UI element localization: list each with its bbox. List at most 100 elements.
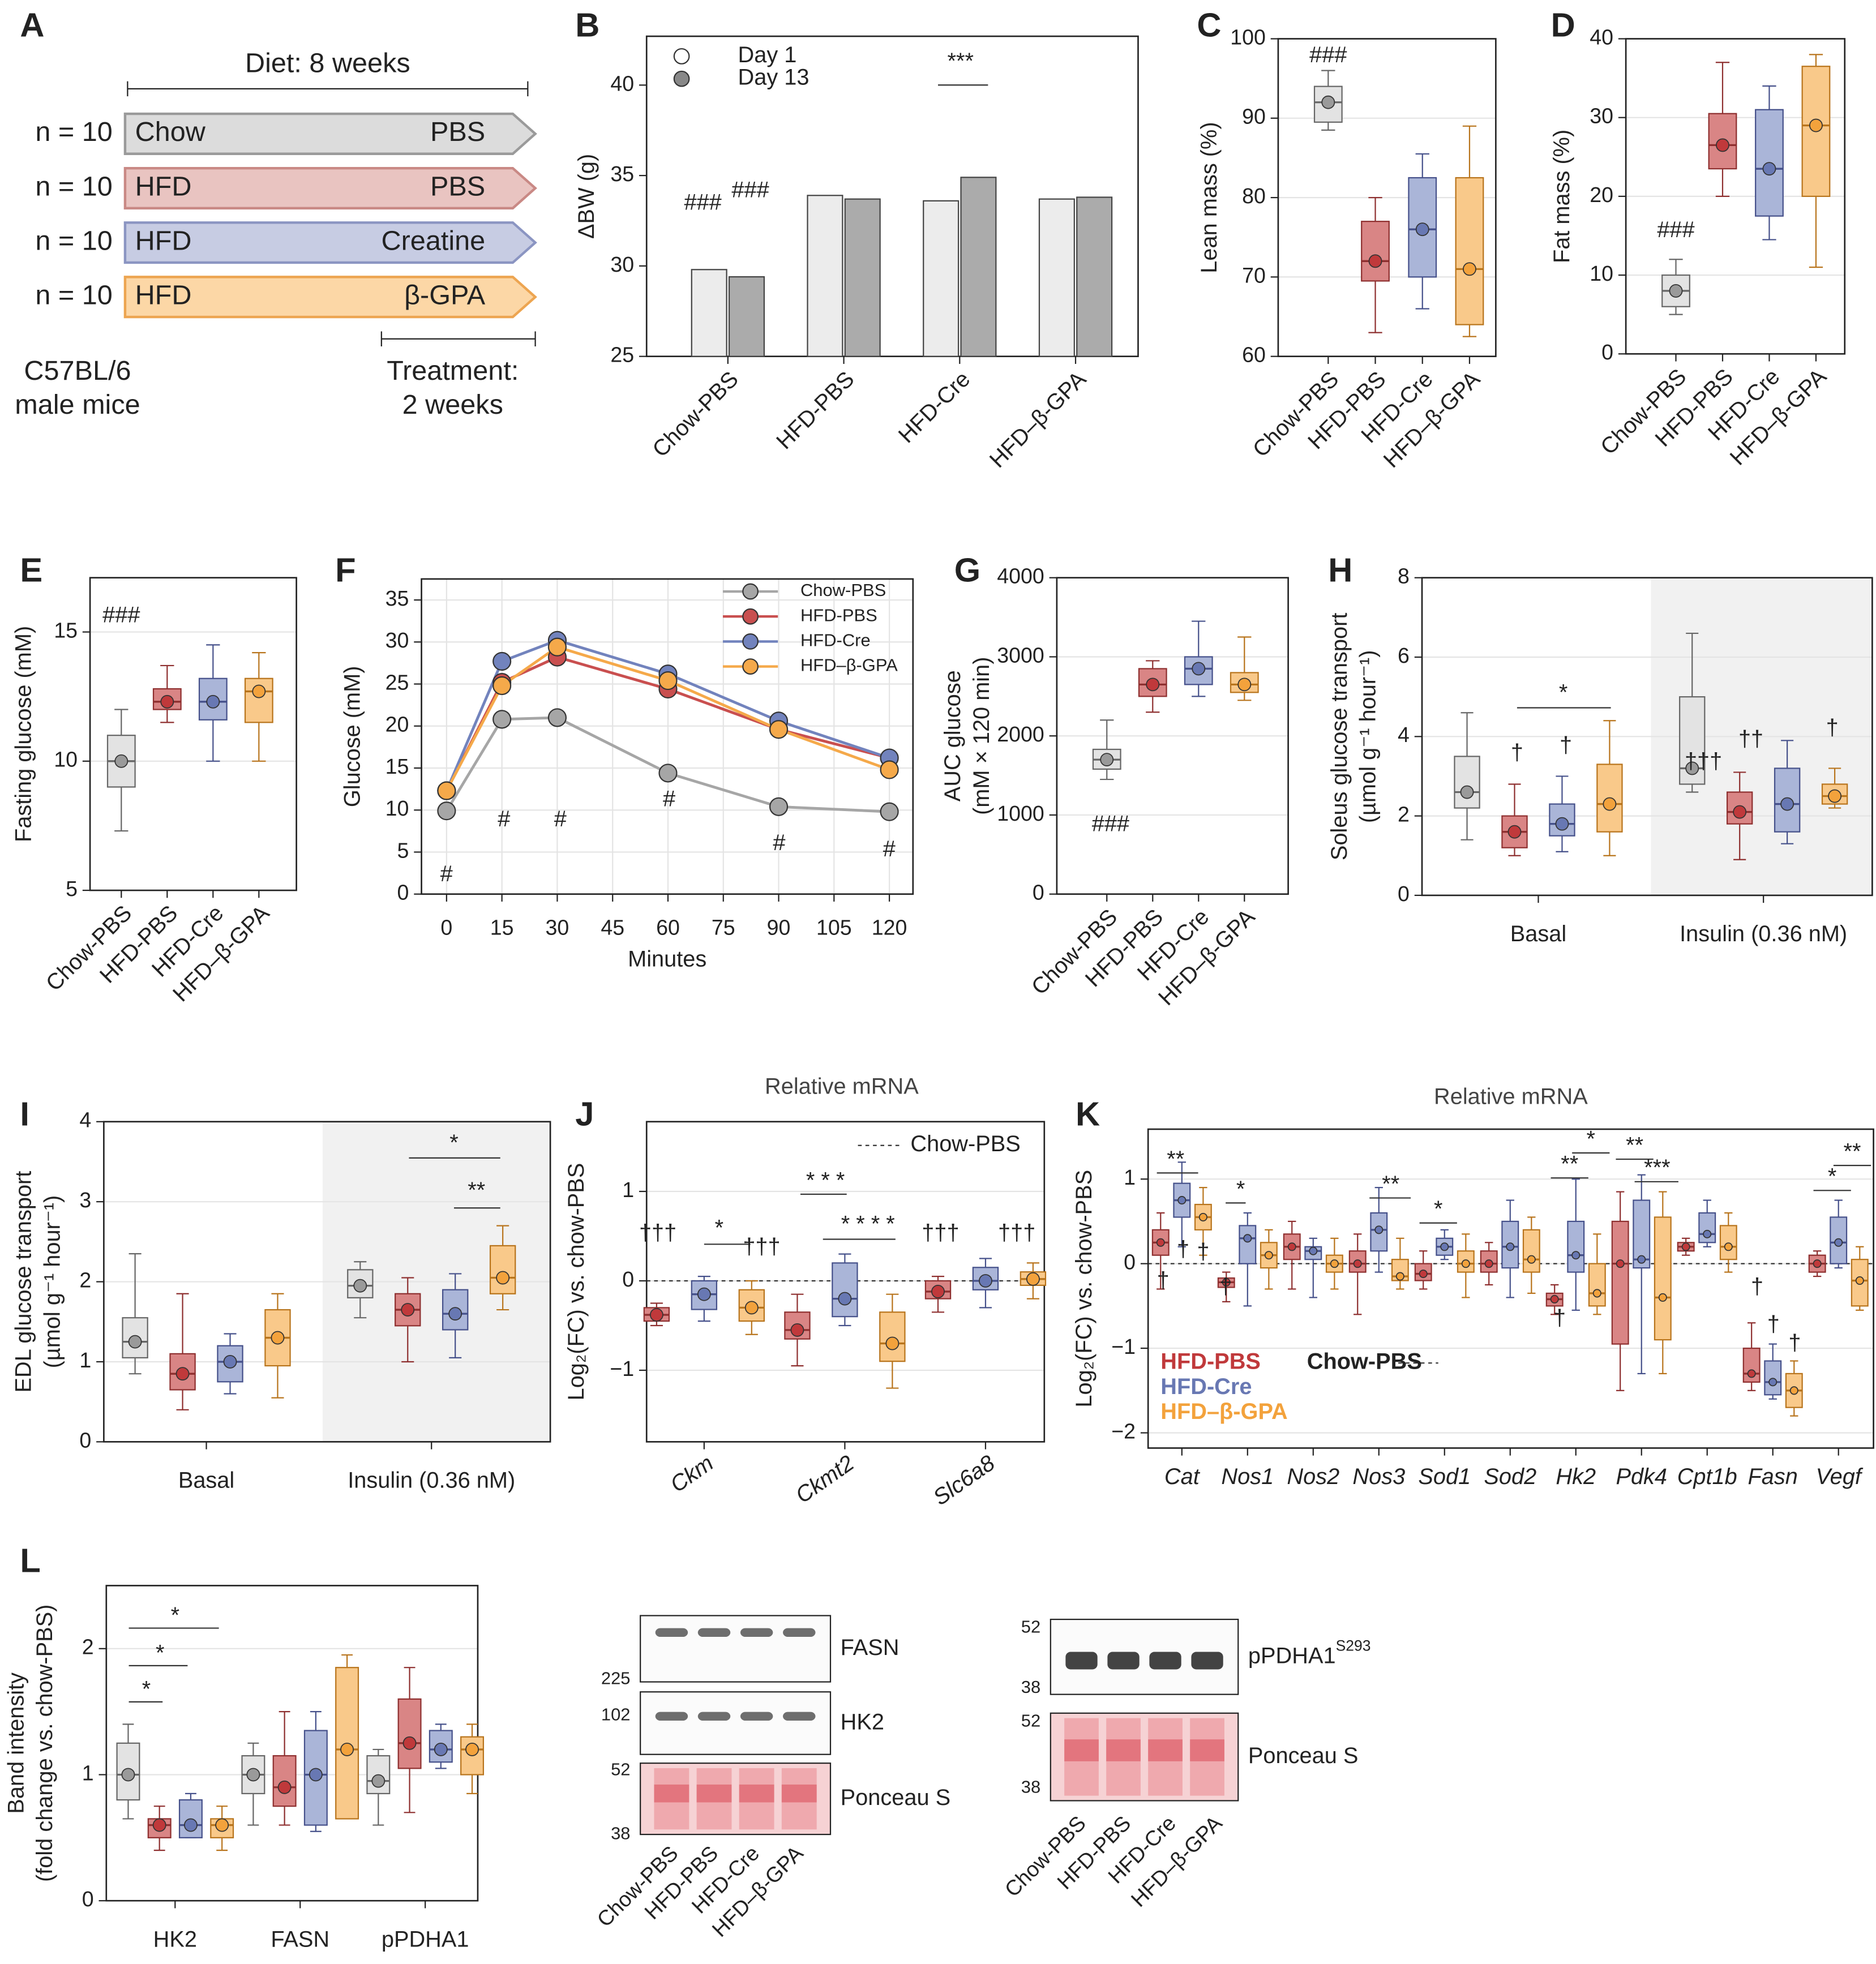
- y-axis-label: EDL glucose transport: [11, 1171, 36, 1393]
- diet-name: HFD: [135, 280, 192, 311]
- annotation: †: [1157, 1268, 1170, 1293]
- data-point: [880, 802, 899, 821]
- annotation: *: [156, 1640, 164, 1665]
- median-dot: [1506, 1242, 1515, 1251]
- annotation: *: [449, 1130, 458, 1155]
- panel-letter: G: [954, 551, 980, 589]
- median-dot: [223, 1355, 237, 1369]
- series-line: [445, 716, 890, 813]
- x-tick-label: Cpt1b: [1677, 1464, 1737, 1489]
- box: [1522, 1229, 1540, 1273]
- data-point: [437, 781, 456, 800]
- legend-marker: [742, 658, 759, 675]
- blot-label: Ponceau S: [1248, 1743, 1358, 1768]
- median-dot: [121, 1768, 135, 1782]
- blot-label-sup: S293: [1336, 1637, 1371, 1654]
- diet-title: Diet: 8 weeks: [245, 48, 410, 79]
- median-dot: [1789, 1386, 1798, 1395]
- data-point: [769, 720, 789, 739]
- median-dot: [1353, 1259, 1362, 1268]
- diet-name: HFD: [135, 171, 192, 201]
- annotation: †: [1767, 1311, 1780, 1336]
- median-dot: [152, 1818, 166, 1832]
- panel-letter: A: [20, 6, 44, 44]
- y-axis-label: (fold change vs. chow-PBS): [32, 1605, 57, 1882]
- x-tick-label: pPDHA1: [382, 1927, 469, 1952]
- y-tick-label: 5: [397, 838, 409, 862]
- median-dot: [1733, 805, 1747, 819]
- median-dot: [979, 1274, 992, 1288]
- plot-frame: [1625, 38, 1846, 355]
- y-tick-label: 5: [66, 877, 78, 900]
- median-dot: [1222, 1278, 1231, 1287]
- x-tick-label: 120: [872, 915, 907, 939]
- median-dot: [1309, 1246, 1318, 1255]
- median-dot: [1177, 1196, 1187, 1205]
- x-tick-label: Basal: [1510, 921, 1566, 946]
- x-axis-label: Minutes: [628, 946, 706, 971]
- y-tick-label: 40: [1590, 25, 1613, 49]
- median-dot: [1264, 1251, 1273, 1260]
- median-dot: [246, 1768, 260, 1782]
- blot-band: [740, 1712, 773, 1721]
- legend-marker: [673, 48, 690, 65]
- blot-lane: [1148, 1739, 1183, 1761]
- y-tick-label: 6: [1398, 644, 1410, 667]
- annotation: * * * *: [841, 1212, 895, 1237]
- median-dot: [1669, 284, 1683, 298]
- blot-label-name: Ponceau S: [841, 1785, 950, 1810]
- y-tick-label: 30: [610, 252, 634, 276]
- annotation: *: [1559, 680, 1567, 705]
- box: [244, 677, 273, 723]
- y-tick-label: 30: [386, 628, 409, 652]
- blot-lane: [1106, 1739, 1141, 1761]
- bar: [844, 198, 881, 357]
- annotation: #: [773, 830, 785, 855]
- plot-frame: [1056, 577, 1289, 895]
- y-tick-label: 40: [610, 71, 634, 95]
- median-dot: [1703, 1229, 1712, 1238]
- box: [832, 1262, 858, 1318]
- bar: [923, 200, 960, 357]
- y-tick-label: 15: [386, 754, 409, 778]
- panel-letter: C: [1197, 6, 1221, 44]
- annotation: #: [440, 861, 453, 886]
- group-arrow: [123, 276, 537, 319]
- panel-letter: E: [20, 551, 42, 589]
- bar: [1076, 196, 1113, 357]
- box: [1654, 1216, 1672, 1341]
- box: [1611, 1220, 1629, 1345]
- box: [1454, 756, 1480, 809]
- y-tick-label: 3000: [997, 643, 1044, 667]
- box: [397, 1698, 422, 1769]
- annotation: **: [1844, 1139, 1861, 1164]
- y-tick-label: 0: [1601, 340, 1613, 364]
- x-tick-label: Sod2: [1484, 1464, 1536, 1489]
- y-axis-label: Log₂(FC) vs. chow-PBS: [564, 1163, 589, 1401]
- median-dot: [931, 1285, 945, 1298]
- size-marker: 52: [1021, 1710, 1040, 1730]
- annotation: †: [1553, 1305, 1566, 1330]
- median-dot: [215, 1818, 229, 1832]
- median-dot: [1716, 138, 1729, 152]
- x-tick-label: Pdk4: [1616, 1464, 1667, 1489]
- x-tick-label: Insulin (0.36 nM): [1680, 921, 1847, 946]
- median-dot: [183, 1818, 198, 1832]
- median-dot: [252, 684, 266, 698]
- blot-label-name: HK2: [841, 1709, 884, 1734]
- x-tick-label: 75: [712, 915, 735, 939]
- median-dot: [1780, 797, 1794, 811]
- median-dot: [1768, 1378, 1778, 1387]
- diet-name: Chow: [135, 117, 206, 147]
- median-dot: [206, 694, 220, 709]
- group-size: n = 10: [35, 117, 112, 147]
- x-tick-label: Insulin (0.36 nM): [348, 1468, 515, 1493]
- median-dot: [1460, 785, 1474, 799]
- blot-label: FASN: [841, 1635, 900, 1660]
- median-dot: [1834, 1238, 1843, 1247]
- legend-label: HFD–β-GPA: [800, 655, 898, 675]
- legend-label: HFD-Cre: [800, 631, 871, 650]
- annotation: **: [1561, 1152, 1578, 1177]
- data-point: [492, 676, 512, 696]
- y-tick-label: 0: [1033, 881, 1044, 904]
